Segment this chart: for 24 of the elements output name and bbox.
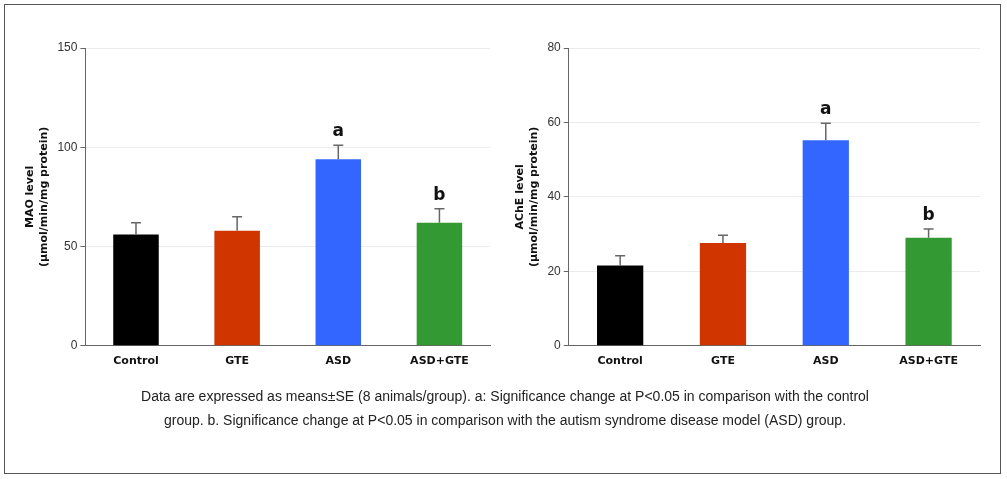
x-tick-label: GTE [711, 354, 735, 368]
y-tick-label: 80 [547, 40, 562, 55]
annotation: b [922, 203, 935, 224]
y-axis-title: AChE level (µmol/min/mg protein) [513, 126, 540, 268]
x-tick-label: Control [113, 354, 159, 368]
annotation: b [433, 183, 446, 204]
y-axis-title: MAO level (µmol/min/mg protein) [23, 126, 50, 268]
x-tick-label: Control [597, 354, 643, 368]
annotation: a [820, 98, 832, 119]
y-tick-label: 100 [57, 139, 78, 154]
y-tick-label: 50 [64, 238, 78, 253]
y-tick-label: 40 [547, 189, 562, 204]
annotation: a [332, 120, 345, 141]
x-tick-label: GTE [225, 354, 250, 368]
x-tick-label: ASD+GTE [899, 354, 958, 368]
x-tick-label: ASD [812, 354, 839, 368]
x-tick-label: ASD+GTE [410, 354, 469, 368]
y-tick-label: 60 [547, 114, 562, 129]
y-tick-label: 0 [554, 338, 562, 353]
y-tick-label: 20 [547, 263, 562, 278]
y-tick-label: 150 [57, 40, 78, 55]
x-tick-label: ASD [325, 354, 352, 368]
text: Data are expressed as means±SE (8 animals/group). a: Significance change at P<0.05 in comparison with the control group. b. Significance change at P<0.05 in comparison with the autism syndrome disease model (ASD) group. [140, 387, 870, 430]
y-tick-label: 0 [70, 338, 78, 353]
